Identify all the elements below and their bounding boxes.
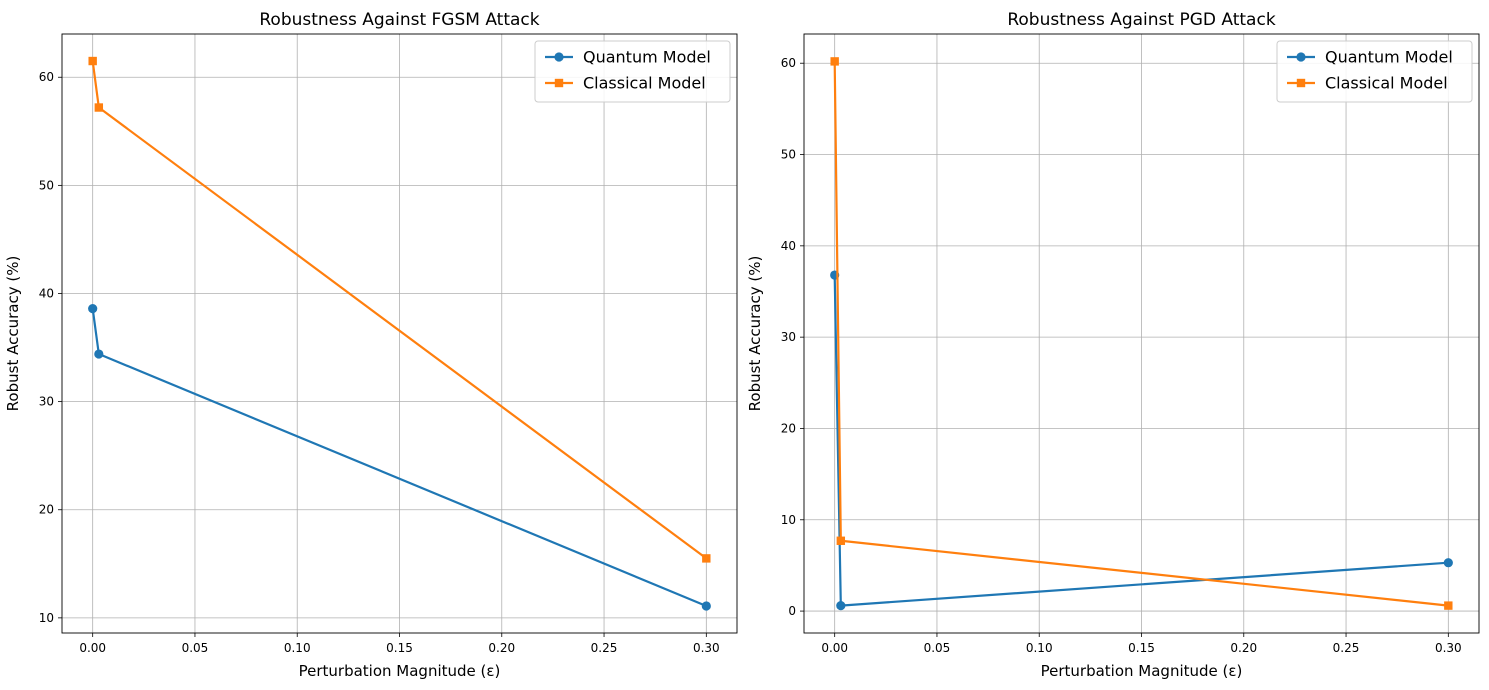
chart0-legend: Quantum Model Classical Model bbox=[534, 40, 731, 103]
chart1-ytick-label-5: 50 bbox=[781, 148, 796, 162]
chart0-ytick-label-5: 60 bbox=[39, 70, 54, 84]
chart1-series-1-point-1 bbox=[836, 536, 846, 545]
chart0-series-1-point-2 bbox=[702, 554, 711, 563]
chart1-legend-marker-1 bbox=[1296, 78, 1306, 88]
chart0-legend-label-0: Quantum Model bbox=[583, 48, 711, 67]
chart1-xtick-label-6: 0.30 bbox=[1435, 641, 1462, 655]
chart1-xtick-label-1: 0.05 bbox=[924, 641, 951, 655]
chart0-series-1-point-1 bbox=[94, 103, 104, 112]
chart0-xtick-label-5: 0.25 bbox=[591, 641, 618, 655]
chart1-xtick-label-2: 0.10 bbox=[1026, 641, 1053, 655]
chart1-xtick-label-4: 0.20 bbox=[1230, 641, 1257, 655]
chart0-title: Robustness Against FGSM Attack bbox=[259, 10, 539, 30]
chart1-ytick-label-3: 30 bbox=[781, 330, 796, 344]
chart1-panel: 0.00 0.05 0.10 0.15 0.20 0.25 0.30 0 10 20 30 40 50 6… bbox=[746, 10, 1480, 680]
chart0-ytick-label-2: 30 bbox=[39, 395, 54, 409]
chart0-panel: 0.00 0.05 0.10 0.15 0.20 0.25 0.30 10 20 30 40 50 60… bbox=[4, 10, 738, 680]
chart0-ylabel: Robust Accuracy (%) bbox=[4, 256, 22, 412]
chart1-legend-marker-0 bbox=[1296, 52, 1306, 62]
chart0-legend-marker-1 bbox=[554, 78, 564, 88]
chart1-ytick-label-4: 40 bbox=[781, 239, 796, 253]
chart0-xtick-label-3: 0.15 bbox=[386, 641, 413, 655]
chart1-ytick-label-2: 20 bbox=[781, 421, 796, 435]
chart1-ytick-label-1: 10 bbox=[781, 513, 796, 527]
chart0-legend-label-1: Classical Model bbox=[583, 74, 706, 93]
chart0-legend-box bbox=[534, 40, 731, 103]
chart1-ylabel: Robust Accuracy (%) bbox=[746, 256, 764, 412]
chart1-legend: Quantum Model Classical Model bbox=[1276, 40, 1473, 103]
chart0-legend-marker-0 bbox=[554, 52, 564, 62]
chart1-series-0-point-2 bbox=[1443, 558, 1453, 568]
chart0-ytick-label-3: 40 bbox=[39, 286, 54, 300]
chart0-ytick-label-4: 50 bbox=[39, 178, 54, 192]
chart1-axes-frame bbox=[803, 33, 1480, 634]
chart0-xtick-label-0: 0.00 bbox=[79, 641, 106, 655]
chart1-legend-box bbox=[1276, 40, 1473, 103]
chart0-xlabel: Perturbation Magnitude (ε) bbox=[299, 662, 501, 680]
chart0-xtick-label-4: 0.20 bbox=[488, 641, 515, 655]
chart0-ytick-label-0: 10 bbox=[39, 611, 54, 625]
chart0-axes-frame bbox=[61, 33, 738, 634]
chart0-series-0-point-0 bbox=[88, 304, 98, 314]
chart1-title: Robustness Against PGD Attack bbox=[1007, 10, 1275, 30]
chart1-series-0-point-1 bbox=[836, 601, 846, 611]
chart1-series-1-point-2 bbox=[1444, 601, 1453, 610]
chart1-xtick-label-5: 0.25 bbox=[1333, 641, 1360, 655]
chart1-xtick-label-3: 0.15 bbox=[1128, 641, 1155, 655]
chart0-series-1-point-0 bbox=[88, 56, 97, 66]
chart0-series-0-point-2 bbox=[701, 601, 711, 611]
chart1-ytick-label-6: 60 bbox=[781, 56, 796, 70]
chart1-legend-label-0: Quantum Model bbox=[1325, 48, 1453, 67]
chart1-series-1-point-0 bbox=[830, 57, 839, 66]
chart1-xlabel: Perturbation Magnitude (ε) bbox=[1041, 662, 1243, 680]
chart1-ytick-label-0: 0 bbox=[788, 604, 796, 618]
chart1-xtick-label-0: 0.00 bbox=[821, 641, 848, 655]
chart1-legend-label-1: Classical Model bbox=[1325, 74, 1448, 93]
chart0-xtick-label-6: 0.30 bbox=[693, 641, 720, 655]
chart0-xtick-label-2: 0.10 bbox=[284, 641, 311, 655]
chart0-series-0-point-1 bbox=[94, 349, 104, 359]
chart0-ytick-label-1: 20 bbox=[39, 503, 54, 517]
chart0-xtick-label-1: 0.05 bbox=[182, 641, 209, 655]
